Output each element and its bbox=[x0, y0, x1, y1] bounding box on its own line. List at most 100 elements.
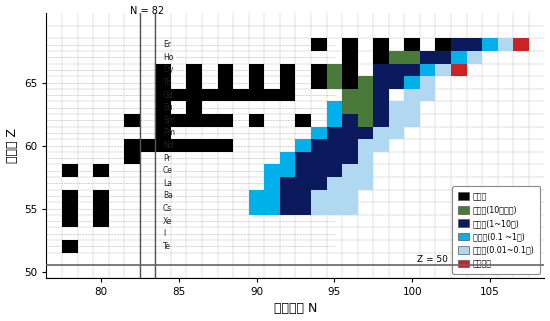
Bar bbox=[295, 190, 311, 202]
Bar bbox=[451, 51, 466, 64]
Bar bbox=[327, 139, 342, 152]
Bar bbox=[155, 64, 171, 76]
Bar bbox=[155, 139, 171, 152]
Bar bbox=[93, 164, 109, 177]
Bar bbox=[466, 51, 482, 64]
Bar bbox=[358, 177, 373, 190]
Bar bbox=[436, 64, 451, 76]
Bar bbox=[342, 114, 358, 126]
Bar bbox=[420, 76, 436, 89]
Bar bbox=[295, 164, 311, 177]
Bar bbox=[358, 101, 373, 114]
X-axis label: 中性子数 N: 中性子数 N bbox=[274, 302, 317, 316]
Bar bbox=[327, 164, 342, 177]
Bar bbox=[466, 39, 482, 51]
Bar bbox=[373, 51, 389, 64]
Bar bbox=[498, 39, 513, 51]
Bar bbox=[327, 152, 342, 164]
Bar bbox=[466, 39, 482, 51]
Bar bbox=[265, 202, 280, 215]
Bar bbox=[155, 89, 171, 101]
Bar bbox=[93, 190, 109, 202]
Bar bbox=[186, 114, 202, 126]
Text: Nd: Nd bbox=[163, 141, 174, 150]
Bar bbox=[327, 139, 342, 152]
Bar bbox=[186, 139, 202, 152]
Bar bbox=[358, 89, 373, 101]
Bar bbox=[327, 177, 342, 190]
Bar bbox=[404, 76, 420, 89]
Bar bbox=[358, 139, 373, 152]
Bar bbox=[233, 89, 249, 101]
Bar bbox=[389, 101, 404, 114]
Bar bbox=[404, 51, 420, 64]
Bar bbox=[389, 64, 404, 76]
Bar bbox=[436, 51, 451, 64]
Bar bbox=[155, 101, 171, 114]
Bar bbox=[342, 152, 358, 164]
Bar bbox=[171, 114, 186, 126]
Bar bbox=[249, 114, 265, 126]
Bar bbox=[327, 126, 342, 139]
Text: Eu: Eu bbox=[163, 103, 173, 112]
Bar bbox=[436, 39, 451, 51]
Bar bbox=[389, 114, 404, 126]
Bar bbox=[327, 152, 342, 164]
Bar bbox=[140, 139, 155, 152]
Bar bbox=[218, 114, 233, 126]
Bar bbox=[124, 152, 140, 164]
Bar bbox=[342, 152, 358, 164]
Bar bbox=[280, 190, 295, 202]
Bar bbox=[342, 126, 358, 139]
Bar bbox=[327, 114, 342, 126]
Bar bbox=[280, 164, 295, 177]
Text: Ce: Ce bbox=[163, 166, 173, 175]
Bar bbox=[342, 76, 358, 89]
Bar bbox=[62, 215, 78, 228]
Text: Gd: Gd bbox=[163, 91, 174, 100]
Bar bbox=[62, 190, 78, 202]
Bar bbox=[342, 177, 358, 190]
Bar bbox=[62, 164, 78, 177]
Bar bbox=[342, 39, 358, 51]
Bar bbox=[358, 164, 373, 177]
Bar bbox=[295, 177, 311, 190]
Bar bbox=[311, 164, 327, 177]
Bar bbox=[218, 89, 233, 101]
Bar bbox=[311, 39, 327, 51]
Bar bbox=[373, 89, 389, 101]
Bar bbox=[62, 202, 78, 215]
Bar bbox=[311, 152, 327, 164]
Text: Pr: Pr bbox=[163, 154, 171, 163]
Bar bbox=[404, 64, 420, 76]
Bar bbox=[62, 240, 78, 253]
Bar bbox=[155, 76, 171, 89]
Bar bbox=[342, 76, 358, 89]
Text: Er: Er bbox=[163, 40, 171, 49]
Bar bbox=[451, 39, 466, 51]
Bar bbox=[311, 139, 327, 152]
Bar bbox=[171, 89, 186, 101]
Bar bbox=[373, 101, 389, 114]
Bar bbox=[358, 114, 373, 126]
Bar bbox=[342, 114, 358, 126]
Bar bbox=[404, 114, 420, 126]
Bar bbox=[420, 51, 436, 64]
Bar bbox=[373, 89, 389, 101]
Bar bbox=[358, 101, 373, 114]
Bar bbox=[295, 202, 311, 215]
Text: Sm: Sm bbox=[163, 116, 175, 125]
Bar bbox=[155, 126, 171, 139]
Bar bbox=[218, 76, 233, 89]
Bar bbox=[186, 64, 202, 76]
Bar bbox=[404, 39, 420, 51]
Bar bbox=[342, 190, 358, 202]
Text: Ba: Ba bbox=[163, 191, 173, 200]
Bar bbox=[311, 76, 327, 89]
Bar bbox=[311, 152, 327, 164]
Text: Dy: Dy bbox=[163, 65, 173, 74]
Bar bbox=[358, 89, 373, 101]
Bar bbox=[404, 89, 420, 101]
Bar bbox=[295, 114, 311, 126]
Bar bbox=[124, 114, 140, 126]
